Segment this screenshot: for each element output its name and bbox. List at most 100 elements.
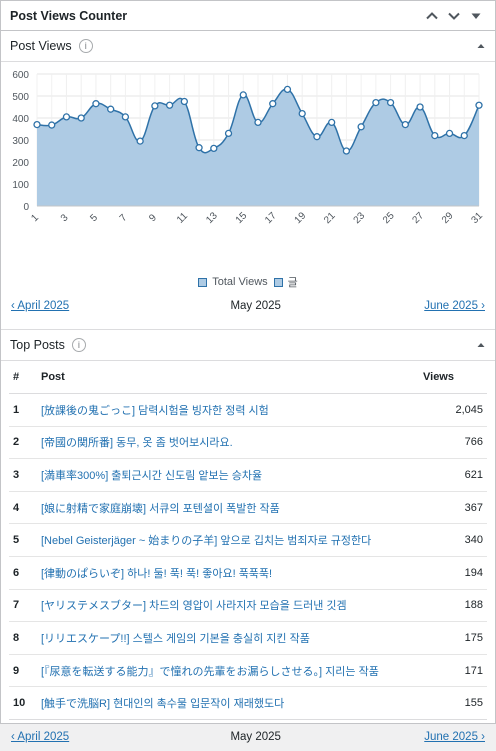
rank-cell: 2	[9, 426, 40, 460]
post-link[interactable]: [娘に射精で家庭崩壊] 서큐의 포텐셜이 폭발한 작품	[41, 502, 280, 515]
x-tick-label: 1	[29, 212, 41, 224]
chevron-down-icon	[448, 12, 460, 20]
y-tick-label: 500	[12, 92, 29, 103]
rank-cell: 8	[9, 621, 40, 655]
post-link[interactable]: [ヤリステメスブター] 차드의 영압이 사라지자 모습을 드러낸 깃겜	[41, 600, 347, 613]
widget-header: Post Views Counter	[1, 1, 495, 31]
post-cell: [『尿意を転送する能力』で憧れの先輩をお漏らしさせる。] 지리는 작품	[40, 654, 422, 688]
data-point	[239, 91, 247, 99]
legend-item-posts[interactable]: 글	[273, 274, 298, 290]
post-link[interactable]: [Nebel Geisterjäger ~ 始まりの子羊] 앞으로 깁치는 범죄…	[41, 535, 372, 548]
post-cell: [娘に射精で家庭崩壊] 서큐의 포텐셜이 폭발한 작품	[40, 491, 422, 525]
data-point	[386, 98, 395, 107]
post-link[interactable]: [律動のぱらいぞ] 하나! 둘! 푹! 푹! 좋아요! 푹푹푹!	[41, 567, 273, 580]
data-point	[151, 102, 159, 110]
x-tick-label: 21	[322, 210, 338, 226]
post-cell: [触手で洗脳R] 현대인의 촉수물 입문작이 재래했도다	[40, 686, 422, 720]
caret-up-icon	[477, 343, 485, 347]
previous-month-link[interactable]: ‹ April 2025	[11, 299, 70, 312]
x-tick-label: 25	[381, 210, 397, 226]
views-cell: 155	[422, 686, 487, 720]
top-posts-month-nav: ‹ April 2025 May 2025 June 2025 ›	[1, 724, 495, 751]
rank-cell: 7	[9, 589, 40, 623]
y-tick-label: 300	[12, 136, 29, 147]
x-tick-label: 27	[410, 210, 426, 226]
chart-legend: Total Views 글	[1, 272, 495, 292]
toggle-panel-button[interactable]	[465, 5, 487, 27]
next-month-link[interactable]: June 2025 ›	[424, 731, 485, 744]
y-tick-label: 0	[23, 202, 29, 213]
post-link[interactable]: [『尿意を転送する能力』で憧れの先輩をお漏らしさせる。] 지리는 작품	[41, 665, 379, 678]
x-tick-label: 15	[234, 210, 250, 226]
y-tick-label: 100	[12, 180, 29, 191]
x-tick-label: 19	[293, 210, 309, 226]
legend-swatch	[273, 277, 283, 287]
x-tick-label: 17	[263, 210, 279, 226]
post-link[interactable]: [放課後の鬼ごっこ] 담력시험을 빙자한 정력 시험	[41, 404, 269, 417]
chevron-up-icon	[426, 11, 438, 19]
rank-cell: 9	[9, 654, 40, 688]
data-point	[210, 144, 218, 153]
section-divider	[1, 319, 495, 329]
views-cell: 194	[422, 556, 487, 590]
caret-down-icon	[471, 13, 481, 19]
collapse-top-posts-button[interactable]	[476, 340, 486, 350]
views-cell: 621	[422, 458, 487, 492]
data-point	[475, 101, 483, 109]
rank-cell: 4	[9, 491, 40, 525]
post-cell: [Nebel Geisterjäger ~ 始まりの子羊] 앞으로 깁치는 범죄…	[40, 523, 422, 557]
post-link[interactable]: [リリエスケープ!!] 스텔스 게임의 기본을 충실히 지킨 작품	[41, 632, 310, 645]
info-icon[interactable]: i	[78, 39, 93, 53]
caret-up-icon	[477, 44, 485, 48]
rank-cell: 3	[9, 458, 40, 492]
data-point	[460, 131, 468, 140]
data-point	[283, 85, 292, 94]
data-point	[445, 129, 454, 138]
post-link[interactable]: [満車率300%] 출퇴근시간 신도림 앝보는 승차율	[41, 469, 263, 482]
data-point	[313, 133, 321, 141]
x-tick-label: 31	[469, 210, 485, 226]
x-tick-label: 3	[59, 212, 71, 224]
data-point	[33, 120, 41, 129]
x-tick-label: 5	[88, 212, 100, 224]
rank-cell: 6	[9, 556, 40, 590]
data-point	[77, 114, 85, 122]
post-link[interactable]: [帝國の関所番] 동무, 옷 좀 벗어보시라요.	[41, 437, 233, 450]
move-up-button[interactable]	[421, 5, 443, 27]
collapse-post-views-button[interactable]	[476, 41, 486, 51]
table-row: 4 [娘に射精で家庭崩壊] 서큐의 포텐셜이 폭발한 작품 367	[9, 491, 487, 525]
y-tick-label: 200	[12, 158, 29, 169]
post-cell: [律動のぱらいぞ] 하나! 둘! 푹! 푹! 좋아요! 푹푹푹!	[40, 556, 422, 590]
post-cell: [ヤリステメスブター] 차드의 영압이 사라지자 모습을 드러낸 깃겜	[40, 589, 422, 623]
post-header: Post	[40, 361, 422, 394]
rank-cell: 5	[9, 523, 40, 557]
move-down-button[interactable]	[443, 5, 465, 27]
data-point	[357, 123, 365, 131]
x-tick-label: 11	[175, 210, 190, 225]
post-views-chart: 0 100 200 300 400 500 600 1 3 5 7 9 11 13 15 17 19 21 23 25…	[1, 62, 495, 272]
post-link[interactable]: [触手で洗脳R] 현대인의 촉수물 입문작이 재래했도다	[41, 698, 285, 711]
info-icon[interactable]: i	[71, 338, 86, 352]
table-row: 3 [満車率300%] 출퇴근시간 신도림 앝보는 승차율 621	[9, 458, 487, 492]
rank-cell: 10	[9, 686, 40, 720]
table-row: 7 [ヤリステメスブター] 차드의 영압이 사라지자 모습을 드러낸 깃겜 188	[9, 589, 487, 623]
next-month-link[interactable]: June 2025 ›	[424, 299, 485, 312]
views-cell: 766	[422, 426, 487, 460]
table-row: 1 [放課後の鬼ごっこ] 담력시험을 빙자한 정력 시험 2,045	[9, 393, 487, 427]
legend-item-total-views[interactable]: Total Views	[198, 276, 268, 288]
table-row: 8 [リリエスケープ!!] 스텔스 게임의 기본을 충실히 지킨 작품 175	[9, 621, 487, 655]
data-point	[195, 144, 203, 152]
views-cell: 175	[422, 621, 487, 655]
data-point	[416, 103, 424, 111]
data-point	[107, 105, 115, 113]
data-point	[401, 120, 409, 129]
views-cell: 367	[422, 491, 487, 525]
previous-month-link[interactable]: ‹ April 2025	[11, 731, 70, 744]
y-tick-label: 600	[12, 70, 29, 81]
views-cell: 340	[422, 523, 487, 557]
data-point	[342, 147, 351, 155]
data-point	[254, 118, 262, 127]
data-point	[372, 98, 380, 107]
